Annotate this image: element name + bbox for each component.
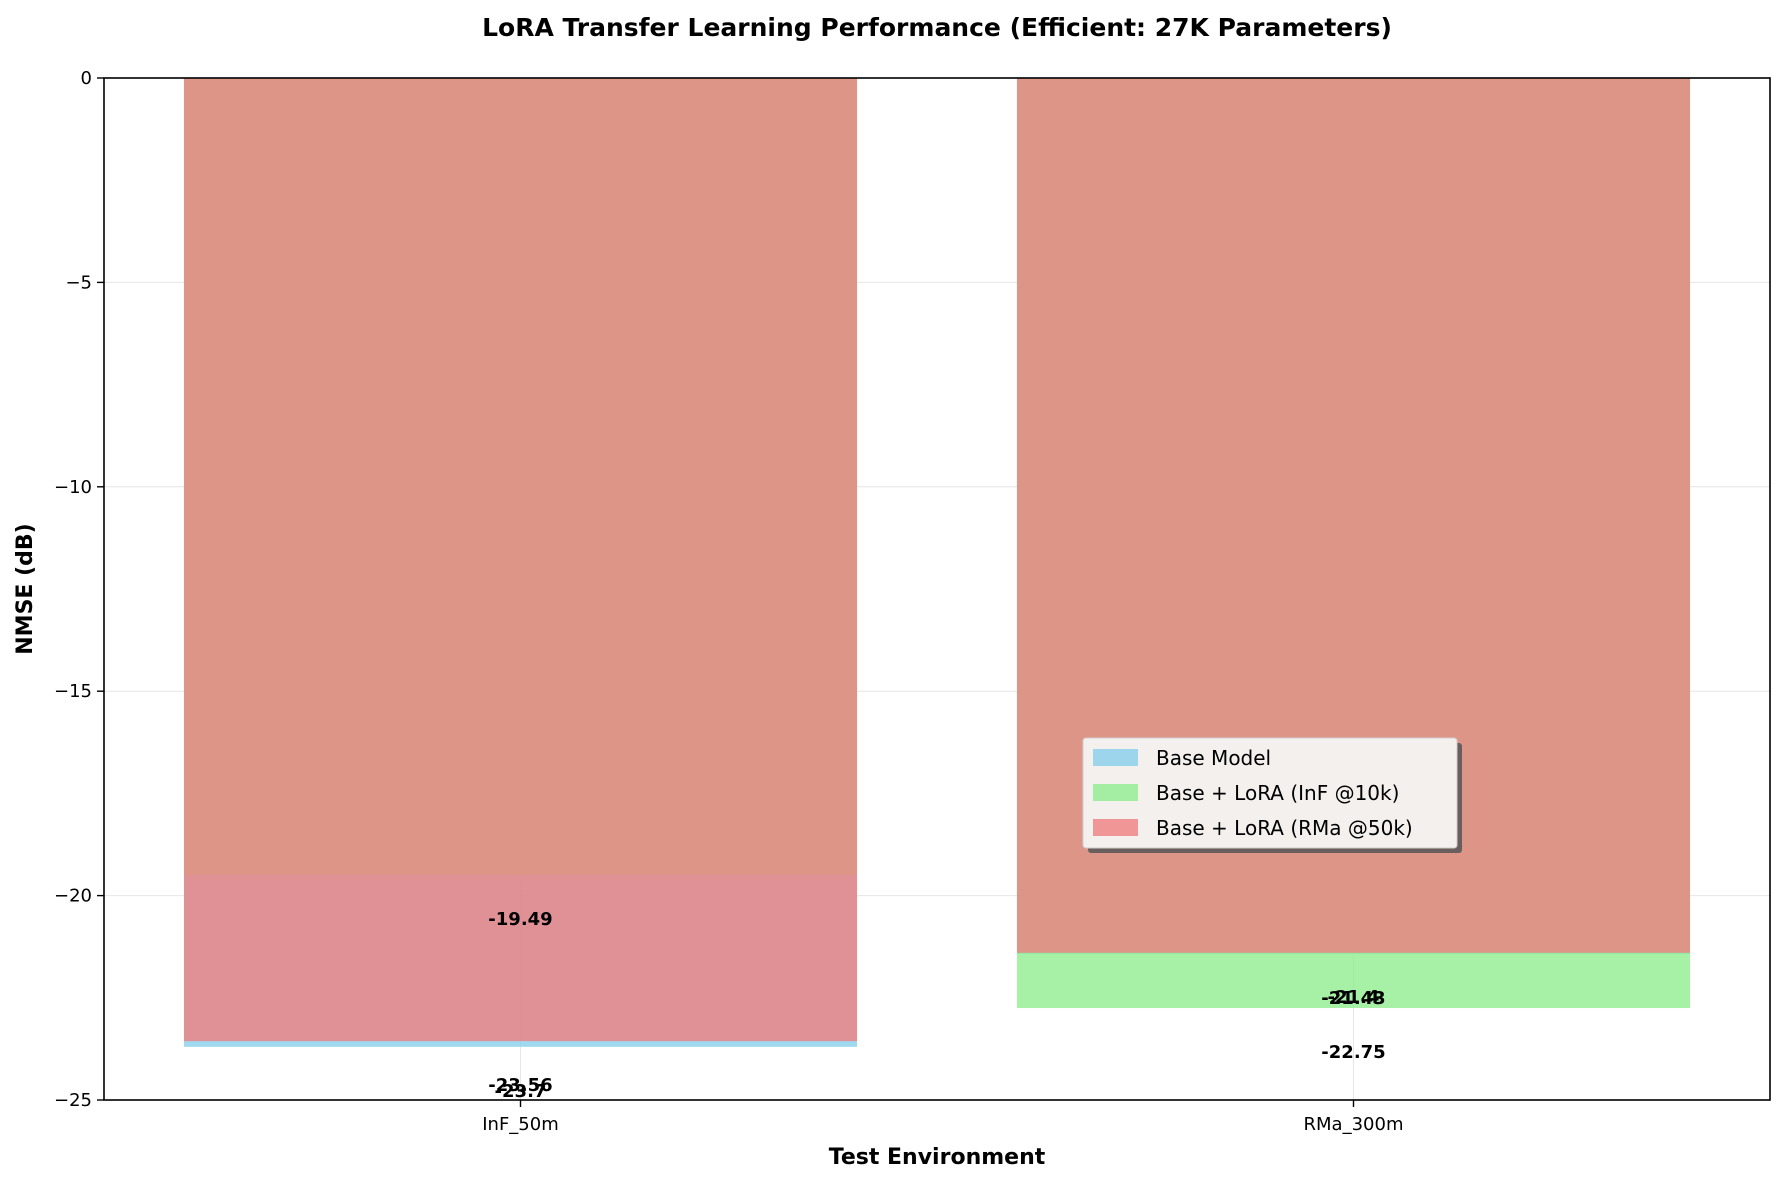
data-label: -19.49 [488, 909, 552, 930]
data-label: -21.43 [1321, 988, 1385, 1009]
bars [183, 78, 1691, 1047]
x-axis-label: Test Environment [829, 1145, 1046, 1170]
legend-label-base-model: Base Model [1156, 746, 1271, 770]
x-tick-label: RMa_300m [1304, 1114, 1404, 1135]
y-axis-ticks: 0 −5 −10 −15 −20 −25 [54, 68, 104, 1111]
legend-swatch-base-model [1093, 749, 1138, 766]
data-labels: -23.7 -21.43 -19.49 -22.75 -23.56 -21.4 [488, 909, 1385, 1102]
y-axis-label: NMSE (dB) [13, 523, 38, 654]
legend-label-lora-rma: Base + LoRA (RMa @50k) [1156, 816, 1413, 840]
legend-label-lora-inf: Base + LoRA (InF @10k) [1156, 781, 1399, 805]
x-axis-ticks: InF_50m RMa_300m [482, 1100, 1403, 1135]
y-tick-label: −5 [65, 272, 92, 293]
bar-base-lora-rma-50k-inf-50m [183, 78, 858, 1042]
legend: Base Model Base + LoRA (InF @10k) Base +… [1082, 737, 1462, 853]
y-tick-label: −15 [54, 681, 92, 702]
legend-box [1082, 737, 1458, 849]
data-label: -22.75 [1321, 1042, 1385, 1063]
legend-swatch-lora-inf [1093, 784, 1138, 801]
y-tick-label: 0 [81, 68, 92, 89]
data-label: -21.4 [1328, 987, 1380, 1008]
chart-title: LoRA Transfer Learning Performance (Effi… [482, 13, 1392, 42]
legend-swatch-lora-rma [1093, 819, 1138, 836]
data-label: -23.7 [495, 1081, 547, 1102]
plot-frame [103, 77, 1771, 1101]
x-tick-label: InF_50m [482, 1114, 559, 1135]
y-tick-label: −10 [54, 477, 92, 498]
y-tick-label: −25 [54, 1090, 92, 1111]
y-tick-label: −20 [54, 886, 92, 907]
data-label: -23.56 [488, 1075, 552, 1096]
